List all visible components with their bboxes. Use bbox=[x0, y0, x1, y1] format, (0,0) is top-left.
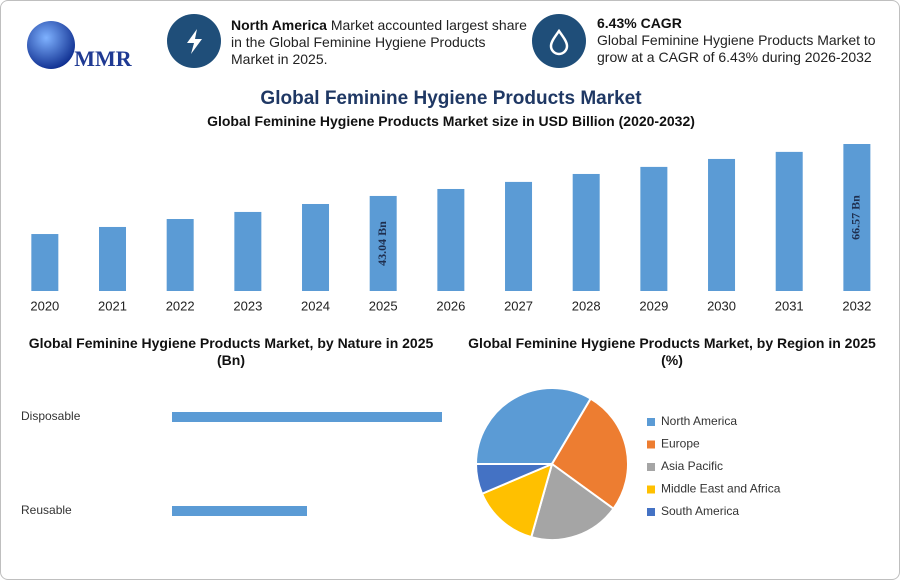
pie-slice bbox=[530, 462, 615, 541]
x-tick-label: 2024 bbox=[301, 298, 330, 313]
legend-swatch bbox=[647, 508, 655, 516]
legend-swatch bbox=[647, 440, 655, 449]
page-title: Global Feminine Hygiene Products Market bbox=[260, 88, 642, 109]
pie-slice bbox=[474, 387, 593, 465]
x-tick-label: 2030 bbox=[707, 298, 736, 313]
bar bbox=[437, 188, 465, 291]
x-tick-label: 2025 bbox=[369, 298, 398, 313]
bar bbox=[99, 226, 127, 291]
highlight-text: Global Feminine Hygiene Products Market … bbox=[597, 32, 876, 65]
highlight: 6.43% CAGR Global Feminine Hygiene Produc… bbox=[597, 15, 887, 66]
x-tick-label: 2023 bbox=[233, 298, 262, 313]
bar bbox=[172, 506, 307, 516]
legend-label: Middle East and Africa bbox=[661, 482, 781, 496]
bar bbox=[775, 151, 803, 291]
bar bbox=[640, 166, 668, 291]
chart-title: Global Feminine Hygiene Products Market,… bbox=[28, 335, 434, 368]
legend-label: Europe bbox=[661, 437, 700, 451]
y-tick-label: Reusable bbox=[21, 503, 72, 517]
x-tick-label: 2021 bbox=[98, 298, 127, 313]
bar bbox=[843, 144, 871, 291]
x-tick-label: 2029 bbox=[639, 298, 668, 313]
x-tick-label: 2031 bbox=[775, 298, 804, 313]
bar bbox=[166, 219, 194, 291]
logo-globe bbox=[27, 21, 75, 69]
x-tick-label: 2022 bbox=[166, 298, 195, 313]
legend-label: Asia Pacific bbox=[661, 459, 723, 473]
legend-swatch bbox=[647, 485, 655, 494]
pie-slice bbox=[474, 463, 553, 496]
bar bbox=[505, 181, 533, 291]
bar bbox=[708, 158, 736, 291]
x-tick-label: 2026 bbox=[436, 298, 465, 313]
value-label: 66.57 Bn bbox=[849, 195, 863, 240]
legend-swatch bbox=[647, 463, 655, 471]
chart-title: Global Feminine Hygiene Products Market … bbox=[207, 113, 695, 129]
pie-slice bbox=[550, 397, 629, 511]
bar bbox=[369, 195, 397, 291]
bolt-icon bbox=[187, 29, 202, 54]
highlight-title: North America bbox=[231, 17, 327, 33]
highlight-text: Market accounted largest share in the Gl… bbox=[231, 17, 527, 67]
legend-label: North America bbox=[661, 414, 737, 428]
bar bbox=[172, 412, 442, 422]
value-label: 43.04 Bn bbox=[375, 221, 389, 266]
bar bbox=[234, 211, 262, 291]
drop-icon bbox=[549, 28, 569, 56]
highlight: North America Market accounted largest s… bbox=[231, 17, 531, 68]
x-tick-label: 2020 bbox=[30, 298, 59, 313]
bar bbox=[31, 234, 59, 291]
chart-title: Global Feminine Hygiene Products Market,… bbox=[468, 335, 876, 368]
legend-label: South America bbox=[661, 504, 739, 518]
bar bbox=[302, 203, 330, 291]
bar bbox=[572, 173, 600, 291]
highlight-title: 6.43% CAGR bbox=[597, 15, 682, 31]
legend-swatch bbox=[647, 418, 655, 426]
x-tick-label: 2027 bbox=[504, 298, 533, 313]
x-tick-label: 2028 bbox=[572, 298, 601, 313]
logo: MMR bbox=[74, 46, 133, 71]
icon-circle bbox=[532, 14, 586, 68]
pie-slice bbox=[480, 462, 554, 539]
y-tick-label: Disposable bbox=[21, 409, 81, 423]
x-tick-label: 2032 bbox=[842, 298, 871, 313]
